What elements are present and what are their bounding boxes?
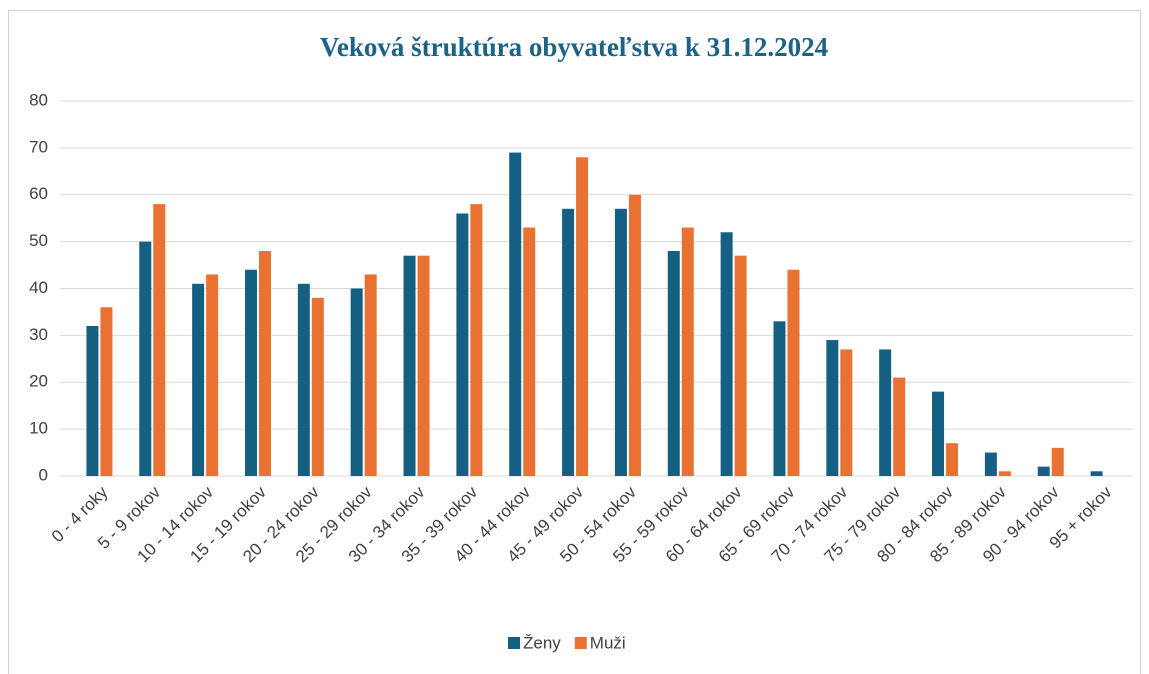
legend-swatch <box>574 637 587 649</box>
bar <box>509 152 522 476</box>
bar <box>523 227 536 476</box>
bar <box>86 326 99 476</box>
y-tick-label: 0 <box>39 465 48 484</box>
bar <box>826 340 839 476</box>
bar <box>667 251 680 476</box>
bar <box>879 349 892 476</box>
legend-swatch <box>508 637 520 649</box>
bar <box>206 274 219 476</box>
bar <box>614 208 627 476</box>
bar <box>932 391 945 476</box>
bar <box>456 213 469 476</box>
bar <box>244 269 257 476</box>
bar <box>470 204 483 476</box>
y-tick-label: 40 <box>29 278 48 297</box>
bar <box>946 443 959 476</box>
bar <box>681 227 694 476</box>
bar <box>1051 447 1064 476</box>
bar <box>998 471 1011 476</box>
chart-frame <box>8 10 1141 674</box>
bar <box>562 208 575 476</box>
bar <box>628 194 641 476</box>
bar <box>311 297 324 476</box>
bar <box>1037 466 1050 476</box>
y-tick-label: 80 <box>29 90 48 109</box>
bar <box>984 452 997 476</box>
bar <box>139 241 152 476</box>
bar <box>153 204 166 476</box>
legend-label: Muži <box>590 633 626 652</box>
bar <box>403 255 416 476</box>
bar <box>734 255 747 476</box>
chart-title: Veková štruktúra obyvateľstva k 31.12.20… <box>320 32 828 62</box>
bar <box>100 307 113 476</box>
bar <box>417 255 430 476</box>
y-tick-label: 70 <box>29 137 48 156</box>
bar <box>893 377 906 476</box>
y-tick-label: 10 <box>29 419 48 438</box>
bar <box>364 274 377 476</box>
bar <box>297 283 310 476</box>
bar <box>773 321 786 476</box>
y-tick-label: 60 <box>29 184 48 203</box>
bar <box>192 283 205 476</box>
y-tick-label: 50 <box>29 231 48 250</box>
bar <box>350 288 363 476</box>
y-tick-label: 20 <box>29 372 48 391</box>
bar <box>787 269 800 476</box>
y-tick-label: 30 <box>29 325 48 344</box>
bar <box>1090 471 1103 476</box>
bar <box>576 157 589 476</box>
bar <box>720 232 733 476</box>
bar <box>258 251 271 476</box>
bar <box>840 349 853 476</box>
legend-label: Ženy <box>523 633 561 652</box>
